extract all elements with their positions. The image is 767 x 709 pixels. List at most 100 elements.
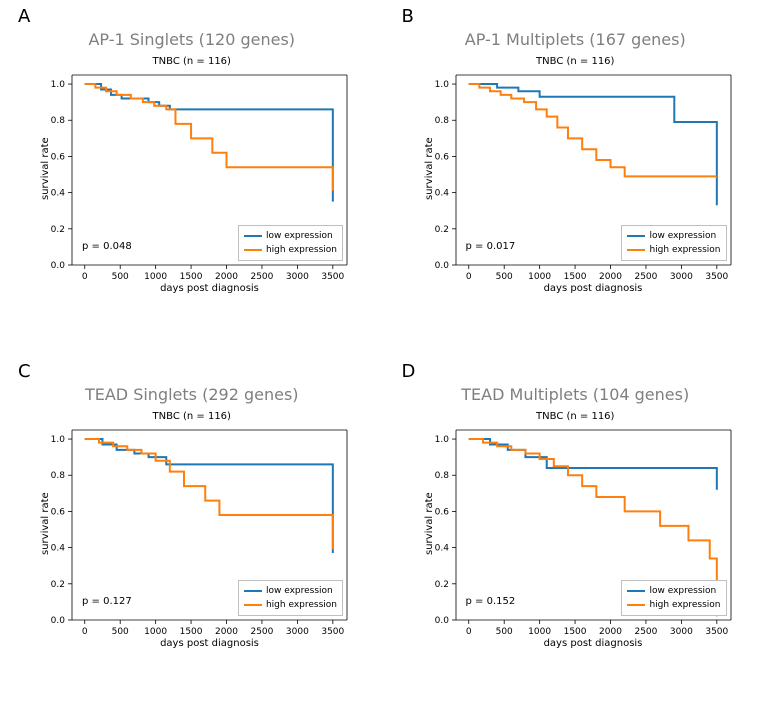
svg-text:0.2: 0.2 xyxy=(51,579,65,589)
svg-text:0: 0 xyxy=(82,272,88,282)
svg-text:3000: 3000 xyxy=(669,272,692,282)
svg-text:0.8: 0.8 xyxy=(51,471,66,481)
svg-text:1.0: 1.0 xyxy=(434,80,449,90)
survival-plot: 0 500 1000 1500 2000 2500 3000 3500 0.0 0.2 0.4 0.6… xyxy=(384,355,767,709)
svg-text:1500: 1500 xyxy=(563,627,586,637)
svg-text:0.2: 0.2 xyxy=(434,225,448,235)
svg-text:500: 500 xyxy=(495,272,512,282)
km-line-low xyxy=(85,84,333,202)
svg-text:0.6: 0.6 xyxy=(434,152,449,162)
svg-text:1.0: 1.0 xyxy=(434,435,449,445)
legend-label-high: high expression xyxy=(266,598,337,612)
legend-swatch-high xyxy=(244,604,262,606)
legend: low expressionhigh expression xyxy=(238,225,343,261)
svg-text:0.0: 0.0 xyxy=(434,616,449,626)
svg-text:500: 500 xyxy=(495,627,512,637)
svg-text:3000: 3000 xyxy=(286,627,309,637)
survival-plot: 05001000150020002500300035000.00.20.40.6… xyxy=(0,355,384,709)
legend-swatch-high xyxy=(627,604,645,606)
svg-text:1500: 1500 xyxy=(180,627,203,637)
survival-plot: 0 500 1000 1500 2000 2500 3000 3500 0.0 0.2 0.4 0.6… xyxy=(0,0,384,355)
survival-plot: 05001000150020002500300035000.00.20.40.6… xyxy=(384,0,767,355)
svg-text:1500: 1500 xyxy=(180,272,203,282)
km-line-low xyxy=(85,439,333,553)
legend-label-low: low expression xyxy=(266,229,333,243)
svg-text:0.4: 0.4 xyxy=(434,189,449,199)
legend: low expressionhigh expression xyxy=(238,580,343,616)
svg-text:1.0: 1.0 xyxy=(51,80,66,90)
km-line-high xyxy=(468,84,716,176)
panel-b: BAP-1 Multiplets (167 genes)TNBC (n = 11… xyxy=(384,0,767,355)
svg-text:0.2: 0.2 xyxy=(51,225,65,235)
svg-text:2500: 2500 xyxy=(634,272,657,282)
svg-text:2000: 2000 xyxy=(215,272,238,282)
svg-text:1000: 1000 xyxy=(144,272,167,282)
svg-text:0.8: 0.8 xyxy=(51,116,66,126)
p-value-label: p = 0.127 xyxy=(82,596,132,607)
svg-text:1500: 1500 xyxy=(563,272,586,282)
svg-text:2000: 2000 xyxy=(215,627,238,637)
y-axis-label: survival rate xyxy=(424,137,435,200)
legend-label-high: high expression xyxy=(649,598,720,612)
svg-text:0.8: 0.8 xyxy=(434,116,449,126)
svg-text:3500: 3500 xyxy=(705,627,728,637)
legend-swatch-high xyxy=(244,249,262,251)
legend-swatch-low xyxy=(244,235,262,237)
panel-d: DTEAD Multiplets (104 genes)TNBC (n = 11… xyxy=(384,355,767,709)
legend-swatch-low xyxy=(627,590,645,592)
p-value-label: p = 0.152 xyxy=(466,596,516,607)
svg-text:2500: 2500 xyxy=(250,272,273,282)
svg-text:0.4: 0.4 xyxy=(51,543,66,553)
svg-text:3500: 3500 xyxy=(321,627,344,637)
svg-text:0.6: 0.6 xyxy=(51,507,66,517)
km-line-high xyxy=(85,84,333,191)
legend-label-low: low expression xyxy=(649,229,716,243)
legend-swatch-high xyxy=(627,249,645,251)
km-line-high xyxy=(85,439,333,549)
svg-text:0.8: 0.8 xyxy=(434,471,449,481)
svg-text:3500: 3500 xyxy=(321,272,344,282)
p-value-label: p = 0.017 xyxy=(466,241,516,252)
legend-label-low: low expression xyxy=(266,584,333,598)
y-axis-label: survival rate xyxy=(424,492,435,555)
svg-text:0.0: 0.0 xyxy=(51,616,66,626)
svg-text:2500: 2500 xyxy=(634,627,657,637)
svg-text:0.0: 0.0 xyxy=(434,261,449,271)
svg-text:0.0: 0.0 xyxy=(51,261,66,271)
legend-label-high: high expression xyxy=(266,243,337,257)
svg-text:0.6: 0.6 xyxy=(51,152,66,162)
legend: low expressionhigh expression xyxy=(621,580,726,616)
svg-text:1000: 1000 xyxy=(528,627,551,637)
svg-text:0.2: 0.2 xyxy=(434,579,448,589)
legend-label-low: low expression xyxy=(649,584,716,598)
panel-a: AAP-1 Singlets (120 genes)TNBC (n = 116)… xyxy=(0,0,384,355)
figure-grid: AAP-1 Singlets (120 genes)TNBC (n = 116)… xyxy=(0,0,767,709)
svg-text:2000: 2000 xyxy=(599,627,622,637)
p-value-label: p = 0.048 xyxy=(82,241,132,252)
svg-text:0.4: 0.4 xyxy=(51,189,66,199)
svg-text:500: 500 xyxy=(112,272,129,282)
y-axis-label: survival rate xyxy=(40,492,51,555)
svg-text:1000: 1000 xyxy=(144,627,167,637)
x-axis-label: days post diagnosis xyxy=(72,283,347,294)
svg-text:500: 500 xyxy=(112,627,129,637)
svg-text:0.6: 0.6 xyxy=(434,507,449,517)
svg-text:3000: 3000 xyxy=(286,272,309,282)
y-axis-label: survival rate xyxy=(40,137,51,200)
svg-text:2000: 2000 xyxy=(599,272,622,282)
svg-text:2500: 2500 xyxy=(250,627,273,637)
x-axis-label: days post diagnosis xyxy=(456,283,731,294)
svg-text:0.4: 0.4 xyxy=(434,543,449,553)
legend-swatch-low xyxy=(627,235,645,237)
km-line-low xyxy=(468,84,716,205)
x-axis-label: days post diagnosis xyxy=(72,638,347,649)
svg-text:1.0: 1.0 xyxy=(51,435,66,445)
svg-text:1000: 1000 xyxy=(528,272,551,282)
svg-text:0: 0 xyxy=(465,627,471,637)
panel-c: CTEAD Singlets (292 genes)TNBC (n = 116)… xyxy=(0,355,384,709)
legend: low expressionhigh expression xyxy=(621,225,726,261)
x-axis-label: days post diagnosis xyxy=(456,638,731,649)
legend-label-high: high expression xyxy=(649,243,720,257)
svg-text:3000: 3000 xyxy=(669,627,692,637)
svg-text:3500: 3500 xyxy=(705,272,728,282)
